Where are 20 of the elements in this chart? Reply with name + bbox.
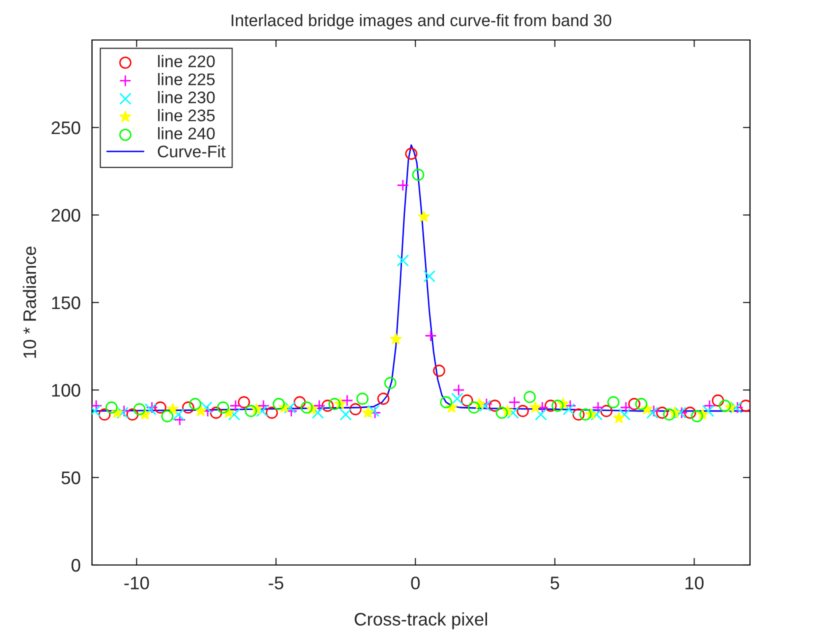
x-tick-label: -5 (268, 576, 284, 590)
x-tick-label: 5 (550, 576, 560, 590)
y-tick-label: 100 (52, 384, 80, 397)
y-tick-label: 0 (72, 558, 80, 572)
y-tick-label: 200 (52, 208, 80, 222)
chart-title: Interlaced bridge images and curve-fit from band 30 (232, 14, 612, 30)
legend-label: line 225 (158, 73, 215, 86)
legend-label: line 240 (158, 127, 215, 140)
x-axis-title: Cross-track pixel (354, 612, 488, 630)
y-axis-title: 10 * Radiance (22, 246, 36, 358)
legend-label: Curve-Fit (158, 145, 226, 158)
x-tick-label: -10 (124, 576, 149, 590)
legend-label: line 220 (158, 55, 215, 68)
y-tick-label: 250 (52, 121, 80, 134)
y-tick-label: 50 (62, 471, 80, 484)
legend-label: line 230 (158, 91, 215, 104)
y-tick-label: 150 (52, 296, 80, 310)
legend-label: line 235 (158, 109, 215, 122)
x-tick-label: 0 (411, 576, 420, 590)
x-tick-label: 10 (686, 576, 704, 590)
